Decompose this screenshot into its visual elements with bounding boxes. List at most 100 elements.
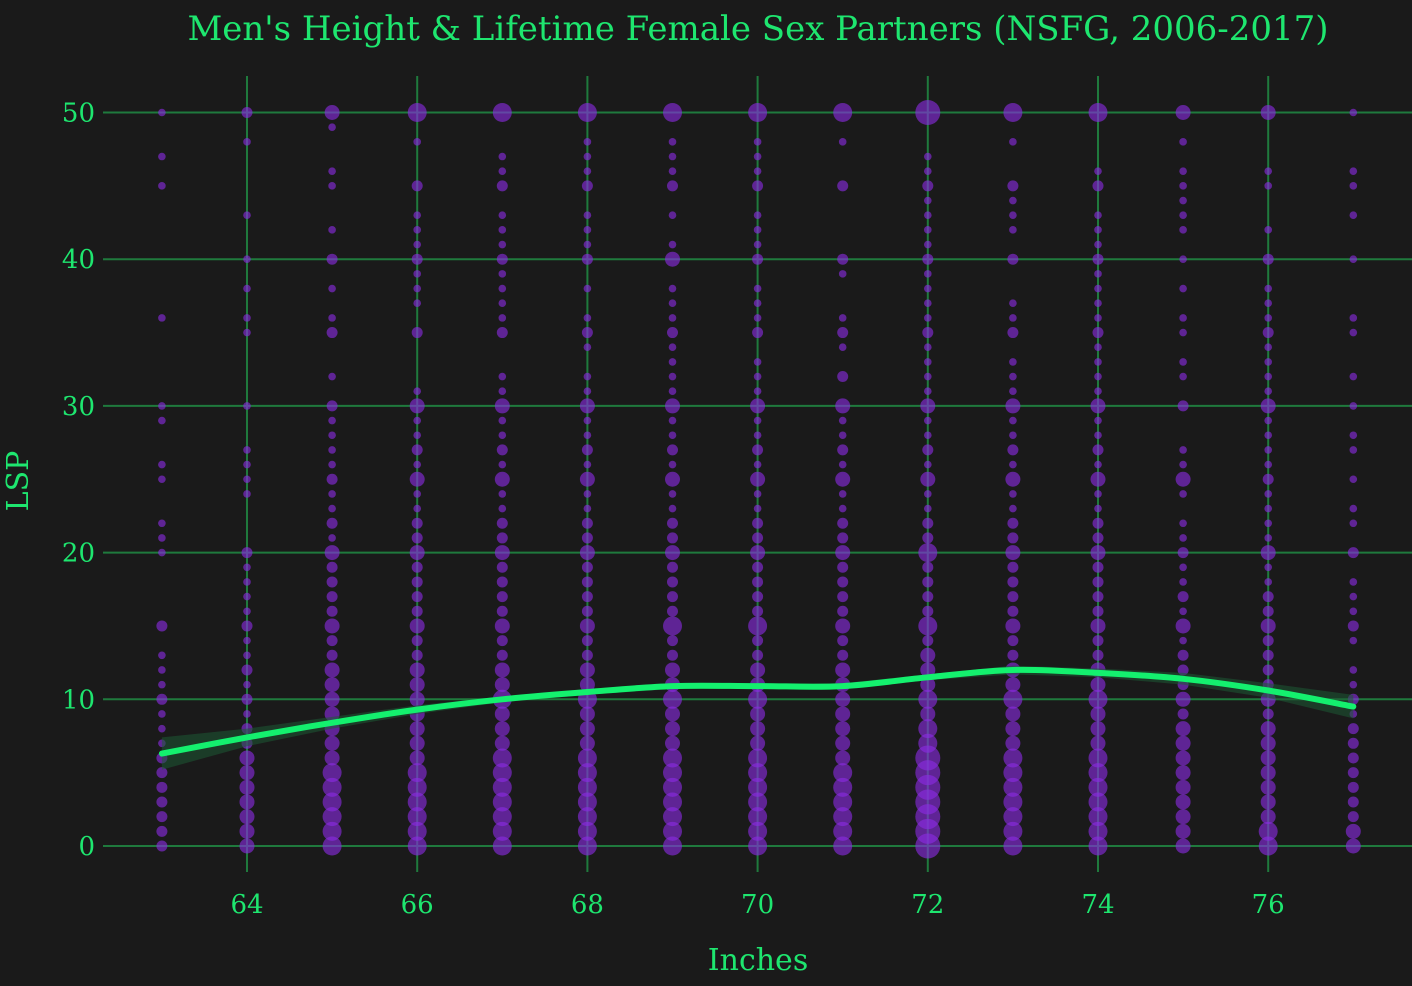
scatter-point <box>328 460 336 469</box>
scatter-point <box>753 490 762 498</box>
scatter-point <box>1177 591 1189 603</box>
scatter-point <box>1009 387 1017 396</box>
scatter-point <box>924 343 932 352</box>
scatter-point <box>407 777 427 797</box>
scatter-point <box>833 792 853 812</box>
scatter-point <box>243 284 251 293</box>
scatter-point <box>1264 460 1272 469</box>
scatter-point <box>324 662 340 678</box>
scatter-point <box>1009 196 1017 205</box>
scatter-point <box>1260 721 1276 737</box>
scatter-point <box>581 180 593 192</box>
scatter-point <box>1007 532 1019 544</box>
scatter-point <box>1264 563 1272 572</box>
scatter-point <box>837 180 849 192</box>
scatter-point <box>494 662 510 678</box>
scatter-point <box>1094 504 1102 513</box>
chart-title: Men's Height & Lifetime Female Sex Partn… <box>187 9 1328 49</box>
scatter-point <box>407 763 427 783</box>
scatter-point <box>665 662 680 678</box>
scatter-point <box>1349 108 1358 117</box>
scatter-point <box>581 561 593 573</box>
scatter-point <box>1003 792 1023 812</box>
scatter-point <box>496 605 508 617</box>
scatter-point <box>665 471 680 487</box>
scatter-point <box>1094 372 1102 381</box>
scatter-point <box>409 735 425 751</box>
scatter-point <box>837 635 849 647</box>
scatter-point <box>1264 534 1272 542</box>
scatter-point <box>1088 763 1108 783</box>
scatter-point <box>577 807 597 827</box>
scatter-point <box>581 327 593 339</box>
scatter-point <box>498 504 507 513</box>
scatter-point <box>407 103 427 122</box>
scatter-point <box>835 398 851 414</box>
scatter-point <box>492 792 512 812</box>
scatter-point <box>1094 358 1102 366</box>
scatter-point <box>1092 532 1104 544</box>
scatter-point <box>1003 689 1023 709</box>
scatter-point <box>1090 618 1106 634</box>
scatter-point <box>1092 649 1104 661</box>
scatter-point <box>918 719 938 739</box>
scatter-point <box>581 253 593 265</box>
scatter-point <box>667 649 678 661</box>
y-axis-ticks: 0 10 20 30 40 50 <box>62 99 95 863</box>
scatter-point <box>579 677 595 693</box>
scatter-point <box>158 519 166 528</box>
scatter-point <box>1009 138 1017 146</box>
scatter-point <box>581 517 593 529</box>
scatter-point <box>924 196 932 205</box>
scatter-point <box>158 314 166 322</box>
scatter-point <box>837 649 849 661</box>
scatter-point <box>322 763 342 783</box>
scatter-point <box>920 677 936 693</box>
scatter-point <box>156 796 168 808</box>
y-tick-label: 50 <box>62 99 95 129</box>
scatter-point <box>1088 748 1108 768</box>
scatter-point <box>750 662 766 678</box>
scatter-point <box>498 490 507 498</box>
scatter-point <box>924 226 932 234</box>
scatter-point <box>158 680 166 689</box>
scatter-point <box>838 504 847 513</box>
scatter-point <box>920 398 936 414</box>
scatter-point <box>663 689 682 709</box>
scatter-point <box>494 618 510 634</box>
scatter-point <box>663 807 682 827</box>
scatter-point <box>494 735 510 751</box>
scatter-point <box>835 750 851 766</box>
scatter-point <box>1264 372 1272 381</box>
x-tick-label: 70 <box>741 890 774 920</box>
scatter-point <box>328 372 336 381</box>
scatter-point <box>1349 636 1358 645</box>
scatter-point <box>1009 431 1017 440</box>
scatter-point <box>409 691 425 707</box>
scatter-point <box>753 211 762 219</box>
scatter-point <box>1175 750 1191 766</box>
scatter-point <box>581 635 593 647</box>
scatter-point <box>1088 821 1108 841</box>
scatter-point <box>753 387 762 396</box>
scatter-point <box>1264 416 1272 425</box>
scatter-point <box>1262 327 1274 339</box>
scatter-point <box>838 431 847 440</box>
scatter-point <box>838 314 847 322</box>
scatter-point <box>1349 519 1358 528</box>
scatter-point <box>1005 545 1021 561</box>
scatter-point <box>158 724 166 733</box>
scatter-point <box>1009 314 1017 322</box>
scatter-point <box>1349 446 1358 454</box>
scatter-point <box>663 792 682 812</box>
scatter-point <box>922 517 934 529</box>
scatter-point <box>667 180 678 192</box>
scatter-point <box>579 545 595 561</box>
scatter-point <box>409 662 425 678</box>
scatter-point <box>663 821 682 841</box>
scatter-point <box>1005 398 1021 414</box>
scatter-point <box>1092 327 1104 339</box>
scatter-point <box>1088 777 1108 797</box>
scatter-point <box>498 152 507 161</box>
